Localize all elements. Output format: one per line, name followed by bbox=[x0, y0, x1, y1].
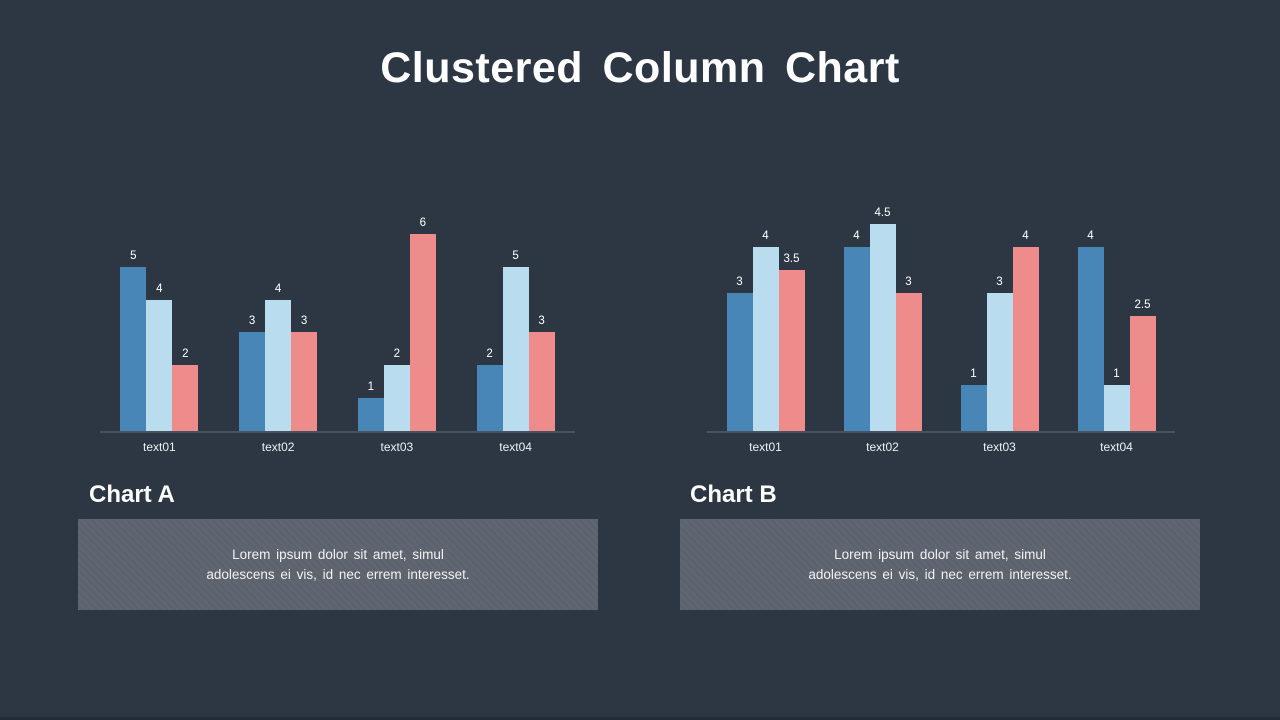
chart-a-bar-text04-series-1: 2 bbox=[476, 348, 503, 431]
chart-b-value-label-text01-series-1: 3 bbox=[736, 276, 743, 288]
chart-b-bar-text04-series-3: 2.5 bbox=[1129, 299, 1156, 431]
chart-a-category-label-text04: text04 bbox=[499, 440, 532, 454]
chart-b-bar-text01-series-1: 3 bbox=[726, 276, 753, 431]
chart-a-value-label-text02-series-2: 4 bbox=[274, 282, 282, 295]
chart-b-value-label-text02-series-3: 3 bbox=[905, 276, 912, 288]
chart-b-bar-text03-series-3: 4 bbox=[1012, 230, 1039, 431]
chart-a-bar-text04-series-2: 5 bbox=[502, 250, 529, 431]
chart-b-category-label-text03: text03 bbox=[983, 440, 1016, 454]
chart-b-caption-line-2: adolescens ei vis, id nec errem interess… bbox=[808, 566, 1072, 582]
chart-a-bar-text01-series-3: 2 bbox=[172, 348, 199, 431]
chart-b-category-axis: text01 text02 text03 text04 bbox=[707, 440, 1175, 456]
chart-b-group-text03: 1 3 4 bbox=[941, 201, 1058, 431]
chart-b-category-label-text04: text04 bbox=[1100, 440, 1133, 454]
chart-a-bar-text03-series-3: 6 bbox=[409, 217, 436, 431]
chart-b-caption-box: Lorem ipsum dolor sit amet, simul adoles… bbox=[680, 519, 1200, 610]
chart-b-bar-text04-series-2: 1 bbox=[1103, 368, 1130, 431]
chart-a-plot-area: 5 4 2 3 4 3 1 2 6 2 5 3 bbox=[100, 201, 575, 433]
chart-b-group-text04: 4 1 2.5 bbox=[1058, 201, 1175, 431]
chart-b-bar-text02-series-3: 3 bbox=[895, 276, 922, 431]
chart-b-bar-text01-series-3: 3.5 bbox=[778, 253, 805, 431]
chart-b-value-label-text03-series-1: 1 bbox=[970, 368, 977, 380]
chart-a-category-label-text03: text03 bbox=[380, 440, 414, 454]
chart-a-caption-box: Lorem ipsum dolor sit amet, simul adoles… bbox=[78, 519, 598, 610]
chart-a-value-label-text01-series-2: 4 bbox=[156, 282, 163, 295]
chart-b-value-label-text03-series-3: 4 bbox=[1022, 230, 1029, 242]
chart-b-value-label-text01-series-3: 3.5 bbox=[783, 253, 800, 265]
chart-a-bar-text03-series-2: 2 bbox=[383, 348, 410, 431]
chart-a-bar-text02-series-1: 3 bbox=[239, 315, 266, 431]
chart-a-bar-text02-series-2: 4 bbox=[265, 283, 292, 431]
chart-b-bar-text03-series-1: 1 bbox=[960, 368, 987, 431]
chart-a-value-label-text01-series-1: 5 bbox=[130, 249, 137, 262]
chart-a-value-label-text03-series-1: 1 bbox=[367, 381, 375, 394]
chart-b-plot-area: 3 4 3.5 4 4.5 3 1 3 4 4 1 2.5 bbox=[707, 201, 1175, 433]
chart-a-group-text04: 2 5 3 bbox=[456, 201, 575, 431]
chart-b-value-label-text02-series-2: 4.5 bbox=[874, 207, 891, 219]
chart-a-value-label-text01-series-3: 2 bbox=[182, 348, 189, 361]
chart-b-value-label-text04-series-2: 1 bbox=[1113, 368, 1120, 380]
chart-a-value-label-text04-series-3: 3 bbox=[538, 315, 545, 328]
chart-a-value-label-text03-series-2: 2 bbox=[393, 348, 401, 361]
chart-a-value-label-text03-series-3: 6 bbox=[419, 216, 427, 229]
chart-a-value-label-text04-series-1: 2 bbox=[486, 348, 493, 361]
chart-a-group-text01: 5 4 2 bbox=[100, 201, 219, 431]
chart-b-bar-text02-series-2: 4.5 bbox=[869, 207, 896, 431]
chart-a-bar-text01-series-1: 5 bbox=[120, 250, 147, 431]
chart-b-value-label-text04-series-3: 2.5 bbox=[1134, 299, 1151, 311]
chart-a-category-label-text02: text02 bbox=[261, 440, 295, 454]
chart-a-bar-text04-series-3: 3 bbox=[528, 315, 555, 431]
chart-a-value-label-text02-series-3: 3 bbox=[300, 315, 308, 328]
chart-b-bar-text04-series-1: 4 bbox=[1077, 230, 1104, 431]
chart-b-value-label-text04-series-1: 4 bbox=[1087, 230, 1094, 242]
chart-b-category-label-text01: text01 bbox=[749, 440, 782, 454]
chart-a-value-label-text02-series-1: 3 bbox=[248, 315, 256, 328]
chart-b-caption-line-1: Lorem ipsum dolor sit amet, simul bbox=[834, 546, 1046, 562]
chart-a-bar-text03-series-1: 1 bbox=[357, 381, 384, 431]
chart-a-category-label-text01: text01 bbox=[143, 440, 176, 454]
chart-a-caption-line-2: adolescens ei vis, id nec errem interess… bbox=[206, 566, 470, 582]
chart-b-bar-text01-series-2: 4 bbox=[752, 230, 779, 431]
chart-a-category-axis: text01 text02 text03 text04 bbox=[100, 440, 575, 456]
chart-a-group-text03: 1 2 6 bbox=[338, 201, 457, 431]
slide-title: Clustered Column Chart bbox=[380, 44, 900, 92]
chart-b-value-label-text01-series-2: 4 bbox=[762, 230, 769, 242]
chart-a-bar-text01-series-2: 4 bbox=[146, 283, 173, 431]
chart-b-value-label-text02-series-1: 4 bbox=[853, 230, 860, 242]
chart-b-category-label-text02: text02 bbox=[866, 440, 899, 454]
chart-b-heading: Chart B bbox=[690, 481, 777, 508]
chart-b-bar-text03-series-2: 3 bbox=[986, 276, 1013, 431]
chart-a-value-label-text04-series-2: 5 bbox=[512, 249, 519, 262]
chart-b-bar-text02-series-1: 4 bbox=[843, 230, 870, 431]
chart-a-group-text02: 3 4 3 bbox=[219, 201, 338, 431]
chart-b-group-text02: 4 4.5 3 bbox=[824, 201, 941, 431]
chart-a-bar-text02-series-3: 3 bbox=[291, 315, 318, 431]
chart-a-heading: Chart A bbox=[89, 481, 175, 508]
chart-a-caption-line-1: Lorem ipsum dolor sit amet, simul bbox=[232, 546, 444, 562]
chart-b-value-label-text03-series-2: 3 bbox=[996, 276, 1003, 288]
chart-b-group-text01: 3 4 3.5 bbox=[707, 201, 824, 431]
